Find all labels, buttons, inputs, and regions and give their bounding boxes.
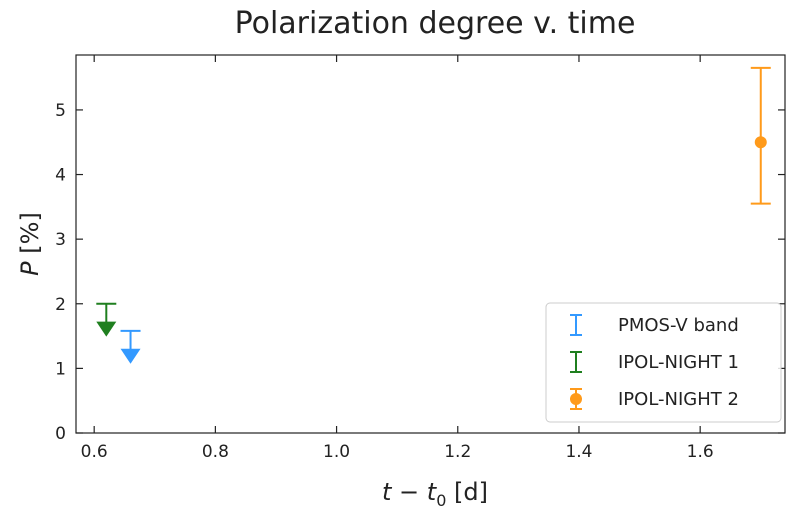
plot-axes <box>75 54 786 434</box>
x-tick-label: 1.0 <box>323 442 350 462</box>
upper-limit-arrow <box>120 348 141 364</box>
y-tick-label: 0 <box>55 424 66 444</box>
x-tick-label: 0.8 <box>202 442 229 462</box>
y-axis-label: P [%] <box>16 212 44 276</box>
data-point <box>754 136 767 149</box>
x-tick-label: 1.4 <box>565 442 592 462</box>
legend-label: PMOS-V band <box>618 315 739 336</box>
plot-frame <box>75 54 786 434</box>
upper-limit-arrow <box>96 321 117 337</box>
y-tick-label: 1 <box>55 359 66 379</box>
y-axis-label-main: P <box>16 261 44 276</box>
x-axis-label-unit: [d] <box>446 478 488 506</box>
data-marks <box>96 66 771 364</box>
legend-box <box>545 302 782 423</box>
y-tick-label: 5 <box>55 101 66 121</box>
legend-label: IPOL-NIGHT 2 <box>618 389 739 410</box>
chart-title: Polarization degree v. time <box>235 6 636 41</box>
x-axis-label-subscript: 0 <box>436 491 446 506</box>
x-tick-label: 0.6 <box>81 442 108 462</box>
x-tick-label: 1.2 <box>444 442 471 462</box>
axis-ticks: 0.6 0.8 1.0 1.2 1.4 1.6 0 1 2 3 4 5 <box>55 55 785 462</box>
y-axis-label-unit: [%] <box>16 212 44 261</box>
y-tick-label: 3 <box>55 230 66 250</box>
y-tick-label: 2 <box>55 295 66 315</box>
legend-swatch-marker <box>570 393 582 405</box>
x-axis-label: t − t0 [d] <box>382 478 488 506</box>
legend: PMOS-V band IPOL-NIGHT 1 IPOL-NIGHT 2 <box>545 302 782 423</box>
legend-label: IPOL-NIGHT 1 <box>618 352 739 373</box>
x-axis-label-main: t − t <box>382 478 438 506</box>
x-tick-label: 1.6 <box>687 442 714 462</box>
y-tick-label: 4 <box>55 166 66 186</box>
